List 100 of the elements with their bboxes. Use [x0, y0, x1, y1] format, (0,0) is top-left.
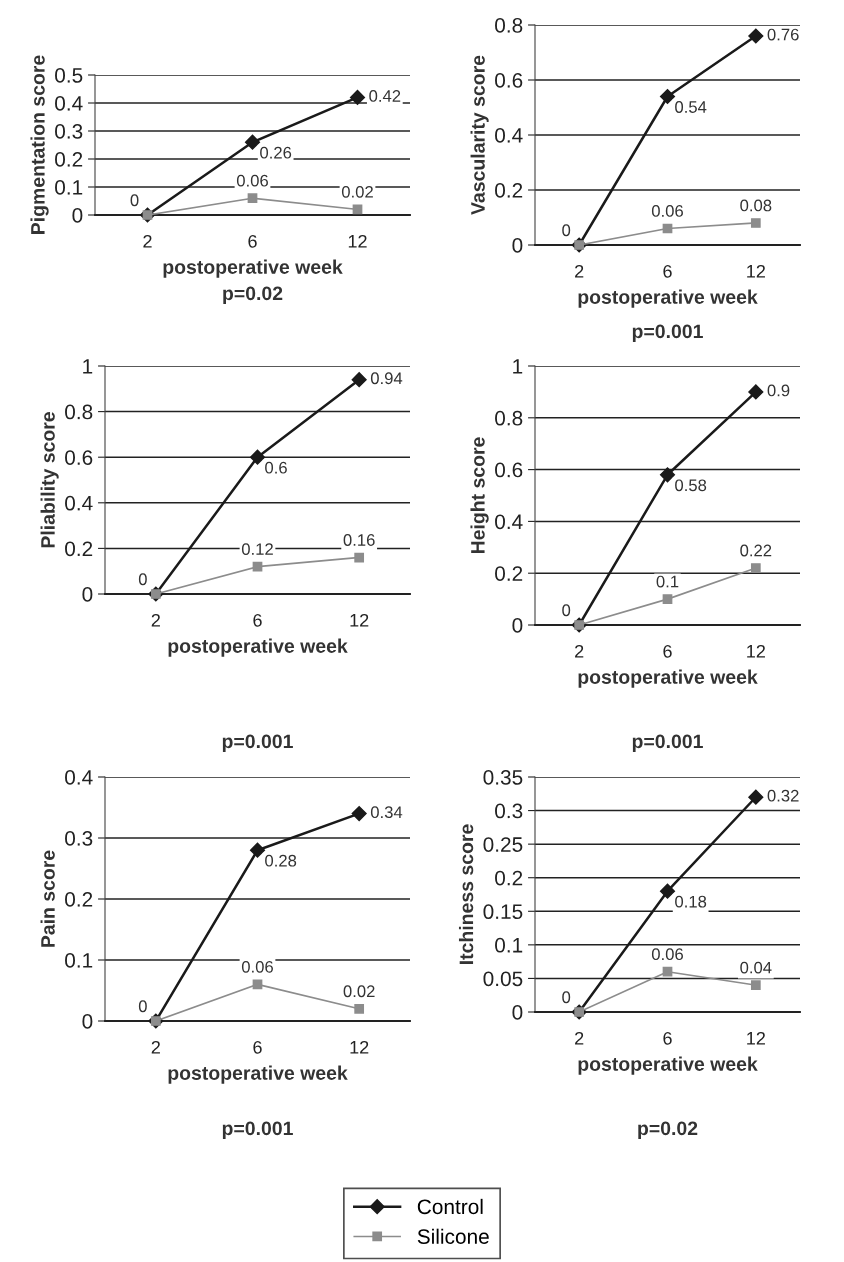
x-axis-title: postoperative week [578, 1056, 758, 1075]
data-label: 0.08 [740, 199, 772, 212]
y-tick-label: 0.8 [65, 404, 93, 420]
point [659, 467, 676, 483]
point [659, 883, 676, 899]
point [748, 789, 764, 805]
y-tick-label: 0.1 [495, 937, 523, 953]
data-label: 0.06 [651, 948, 683, 961]
point [750, 218, 761, 228]
data-label: 0 [562, 604, 571, 617]
text: p=0.001 [222, 734, 293, 753]
point [750, 563, 761, 573]
x-tick-label: 12 [747, 644, 765, 658]
point [354, 552, 365, 563]
x-tick-label: 2 [575, 644, 584, 658]
y-tick-label: 0 [512, 1005, 523, 1020]
y-tick-label: 0.4 [65, 770, 93, 785]
y-axis-title: Vascularity score [470, 55, 489, 215]
data-label: 0 [562, 224, 571, 237]
x-tick-label: 2 [151, 1040, 160, 1054]
point [252, 561, 263, 572]
point [354, 1003, 365, 1014]
x-axis-title: postoperative week [578, 289, 758, 308]
point [244, 134, 261, 150]
x-tick-label: 12 [350, 613, 369, 627]
y-tick-label: 0.3 [495, 803, 523, 819]
x-tick-label: 2 [575, 264, 584, 278]
y-tick-label: 0.2 [495, 566, 523, 581]
y-tick-label: 0 [512, 618, 523, 633]
point [249, 449, 266, 465]
data-label: 0 [562, 991, 571, 1004]
x-tick-label: 2 [143, 234, 152, 248]
x-axis-title: postoperative week [168, 1065, 348, 1084]
data-label: 0 [130, 194, 139, 207]
data-label: 0.6 [265, 461, 287, 474]
point [349, 89, 366, 105]
y-axis-title: Pliability score [40, 412, 59, 548]
data-label: 0 [138, 573, 147, 586]
y-tick-label: 0.8 [495, 18, 523, 33]
y-axis-title: Itchiness score [458, 824, 474, 964]
x-tick-label: 2 [575, 1031, 584, 1045]
point [247, 193, 258, 204]
y-tick-label: 0.1 [65, 953, 93, 968]
x-tick-label: 6 [253, 1040, 262, 1054]
y-tick-label: 1 [513, 359, 523, 374]
point [748, 384, 764, 400]
data-label: 0.94 [370, 372, 403, 385]
point [351, 372, 367, 388]
y-tick-label: 0.4 [55, 96, 83, 111]
data-label: 0.1 [656, 575, 679, 588]
y-tick-label: 0.8 [495, 410, 523, 426]
y-tick-label: 0.2 [495, 183, 523, 198]
y-tick-label: 0.2 [65, 541, 93, 557]
data-label: 0.54 [675, 101, 707, 113]
data-label: 0.02 [343, 985, 375, 998]
x-tick-label: 6 [663, 264, 672, 278]
data-label: 0.02 [341, 185, 373, 198]
y-tick-label: 0 [82, 1014, 93, 1029]
data-label: 0.26 [260, 146, 292, 159]
legend-label: Silicone [417, 1228, 489, 1244]
y-tick-label: 0.5 [55, 68, 83, 83]
y-tick-label: 0.15 [483, 904, 523, 920]
x-tick-label: 12 [747, 1031, 765, 1045]
data-label: 0.12 [241, 543, 273, 556]
y-axis-title: Height score [470, 437, 489, 554]
legend-label: Control [417, 1198, 483, 1215]
x-tick-label: 12 [348, 234, 367, 248]
text: p=0.001 [222, 1121, 293, 1140]
data-label: 0.22 [740, 544, 772, 557]
point [750, 980, 761, 991]
x-tick-label: 2 [151, 613, 160, 627]
text: p=0.02 [223, 286, 283, 305]
point [249, 842, 266, 858]
y-tick-label: 0 [512, 238, 523, 253]
y-axis-title: Pain score [40, 850, 55, 947]
data-label: 0.9 [767, 384, 790, 397]
data-label: 0.06 [241, 960, 273, 973]
y-tick-label: 0 [82, 587, 93, 602]
y-tick-label: 0.6 [495, 73, 523, 88]
point [662, 594, 673, 604]
y-axis-title: Pigmentation score [30, 55, 49, 234]
data-label: 0.32 [767, 789, 799, 802]
y-tick-label: 0.3 [55, 124, 83, 139]
y-tick-label: 0.4 [495, 514, 523, 530]
data-label: 0.58 [675, 479, 707, 492]
text: p=0.02 [638, 1121, 698, 1140]
x-tick-label: 6 [663, 644, 672, 658]
x-tick-label: 12 [747, 264, 765, 278]
point [662, 966, 673, 977]
y-tick-label: 0.3 [65, 831, 93, 846]
y-tick-label: 0.35 [483, 770, 523, 785]
text: p=0.001 [632, 324, 703, 343]
y-tick-label: 0 [72, 208, 83, 223]
data-label: 0.04 [740, 961, 772, 974]
data-label: 0.76 [767, 28, 799, 41]
y-tick-label: 0.2 [55, 152, 83, 167]
y-tick-label: 1 [83, 359, 93, 374]
data-label: 0 [138, 1000, 147, 1013]
data-label: 0.16 [343, 534, 375, 546]
y-tick-label: 0.05 [483, 971, 523, 987]
